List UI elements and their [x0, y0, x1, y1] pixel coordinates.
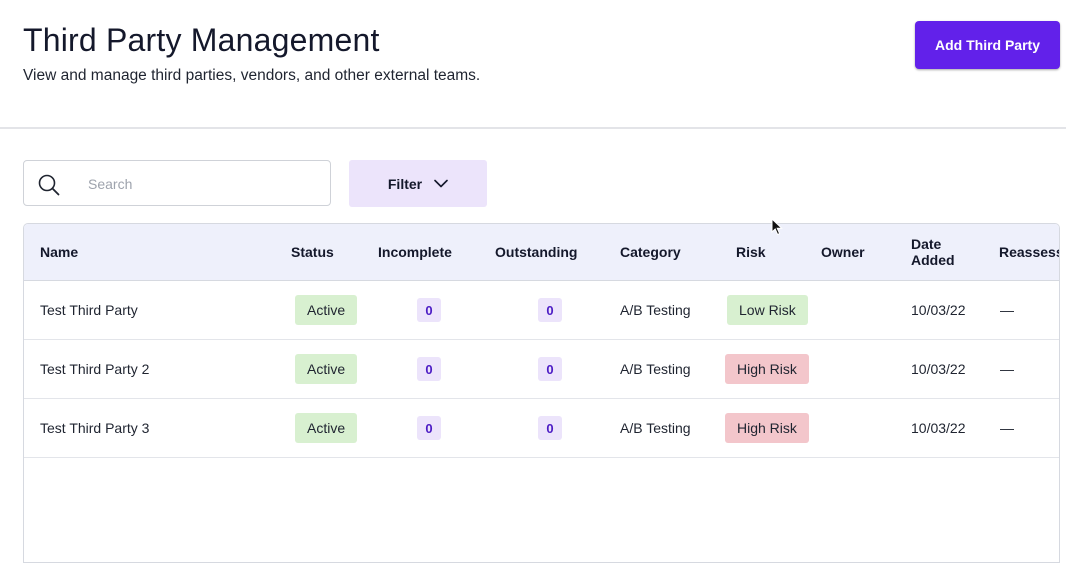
column-header-reassessment[interactable]: Reassessm [999, 244, 1059, 260]
risk-badge: Low Risk [727, 295, 808, 325]
header-divider [0, 127, 1066, 129]
incomplete-count[interactable]: 0 [417, 416, 441, 440]
cell-category: A/B Testing [620, 361, 691, 377]
status-badge: Active [295, 354, 358, 384]
filter-button[interactable]: Filter [349, 160, 487, 207]
table-row[interactable]: Test Third Party 3 Active 0 0 A/B Testin… [24, 399, 1059, 458]
cell-category: A/B Testing [620, 302, 691, 318]
column-header-outstanding[interactable]: Outstanding [495, 244, 578, 260]
table-header: Name Status Incomplete Outstanding Categ… [24, 224, 1059, 281]
filter-label: Filter [387, 175, 423, 192]
search-box[interactable] [23, 160, 331, 206]
cell-reassessment: — [1000, 420, 1014, 436]
status-badge: Active [295, 295, 358, 325]
page-title: Third Party Management [23, 22, 380, 58]
outstanding-count[interactable]: 0 [538, 298, 562, 322]
add-third-party-button[interactable]: Add Third Party [915, 21, 1060, 69]
table-row[interactable]: Test Third Party 2 Active 0 0 A/B Testin… [24, 340, 1059, 399]
page-subtitle: View and manage third parties, vendors, … [23, 67, 481, 84]
incomplete-count[interactable]: 0 [417, 357, 441, 381]
risk-badge: High Risk [725, 354, 809, 384]
cell-name[interactable]: Test Third Party 2 [40, 361, 150, 377]
risk-badge: High Risk [725, 413, 809, 443]
incomplete-count[interactable]: 0 [417, 298, 441, 322]
cell-name[interactable]: Test Third Party [40, 302, 138, 318]
cell-reassessment: — [1000, 361, 1014, 377]
table-row[interactable]: Test Third Party Active 0 0 A/B Testing … [24, 281, 1059, 340]
mouse-pointer-icon [771, 218, 783, 236]
column-header-incomplete[interactable]: Incomplete [378, 244, 452, 260]
column-header-risk[interactable]: Risk [736, 244, 766, 260]
status-badge: Active [295, 413, 358, 443]
column-header-status[interactable]: Status [291, 244, 334, 260]
cell-reassessment: — [1000, 302, 1014, 318]
outstanding-count[interactable]: 0 [538, 357, 562, 381]
column-header-category[interactable]: Category [620, 244, 681, 260]
third-party-table: Name Status Incomplete Outstanding Categ… [23, 223, 1060, 563]
search-icon [38, 174, 60, 196]
column-header-date-added[interactable]: Date Added [911, 236, 955, 268]
column-header-name[interactable]: Name [40, 244, 79, 260]
cell-date-added: 10/03/22 [911, 302, 966, 318]
cell-date-added: 10/03/22 [911, 420, 966, 436]
column-header-owner[interactable]: Owner [821, 244, 865, 260]
cell-category: A/B Testing [620, 420, 691, 436]
outstanding-count[interactable]: 0 [538, 416, 562, 440]
search-input[interactable] [86, 171, 320, 197]
cell-name[interactable]: Test Third Party 3 [40, 420, 150, 436]
cell-date-added: 10/03/22 [911, 361, 966, 377]
chevron-down-icon [434, 179, 448, 188]
